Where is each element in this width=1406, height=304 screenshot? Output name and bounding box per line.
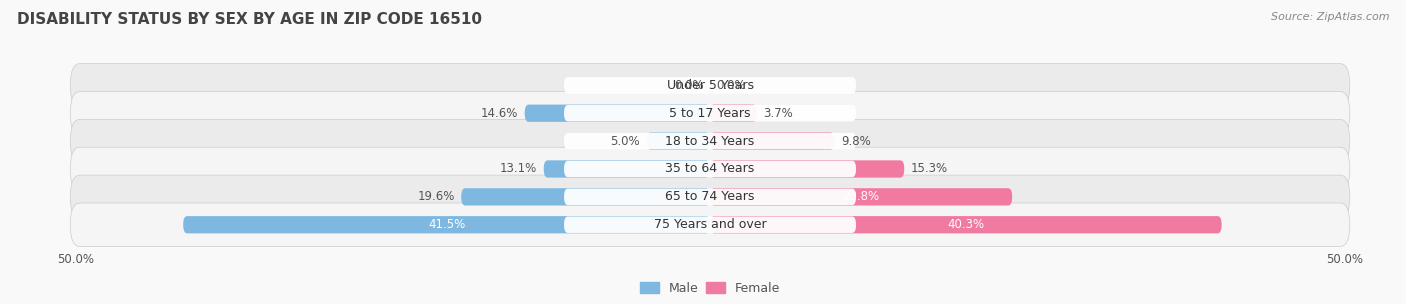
FancyBboxPatch shape [564,77,856,94]
FancyBboxPatch shape [524,105,710,122]
Text: 41.5%: 41.5% [427,218,465,231]
Text: 19.6%: 19.6% [418,190,456,203]
Text: 5 to 17 Years: 5 to 17 Years [669,107,751,120]
FancyBboxPatch shape [70,175,1350,219]
FancyBboxPatch shape [461,188,710,206]
Text: 23.8%: 23.8% [842,190,880,203]
Text: 40.3%: 40.3% [948,218,984,231]
Text: Source: ZipAtlas.com: Source: ZipAtlas.com [1271,12,1389,22]
FancyBboxPatch shape [183,216,710,233]
Text: 35 to 64 Years: 35 to 64 Years [665,162,755,175]
FancyBboxPatch shape [544,160,710,178]
FancyBboxPatch shape [710,188,1012,206]
Text: 0.0%: 0.0% [717,79,747,92]
Text: 9.8%: 9.8% [841,135,870,148]
FancyBboxPatch shape [564,133,856,149]
FancyBboxPatch shape [647,133,710,150]
Legend: Male, Female: Male, Female [636,277,785,299]
Text: 15.3%: 15.3% [911,162,948,175]
Text: Under 5 Years: Under 5 Years [666,79,754,92]
FancyBboxPatch shape [710,160,904,178]
FancyBboxPatch shape [70,147,1350,191]
Text: 75 Years and over: 75 Years and over [654,218,766,231]
Text: 3.7%: 3.7% [763,107,793,120]
FancyBboxPatch shape [710,133,834,150]
FancyBboxPatch shape [70,92,1350,135]
FancyBboxPatch shape [70,203,1350,247]
Text: 13.1%: 13.1% [501,162,537,175]
Text: 5.0%: 5.0% [610,135,640,148]
FancyBboxPatch shape [710,216,1222,233]
FancyBboxPatch shape [564,105,856,121]
Text: 14.6%: 14.6% [481,107,519,120]
Text: 0.0%: 0.0% [673,79,703,92]
FancyBboxPatch shape [70,119,1350,163]
Text: DISABILITY STATUS BY SEX BY AGE IN ZIP CODE 16510: DISABILITY STATUS BY SEX BY AGE IN ZIP C… [17,12,482,27]
FancyBboxPatch shape [564,189,856,205]
FancyBboxPatch shape [564,216,856,233]
FancyBboxPatch shape [710,105,756,122]
Text: 18 to 34 Years: 18 to 34 Years [665,135,755,148]
FancyBboxPatch shape [564,161,856,177]
Text: 65 to 74 Years: 65 to 74 Years [665,190,755,203]
FancyBboxPatch shape [70,64,1350,107]
